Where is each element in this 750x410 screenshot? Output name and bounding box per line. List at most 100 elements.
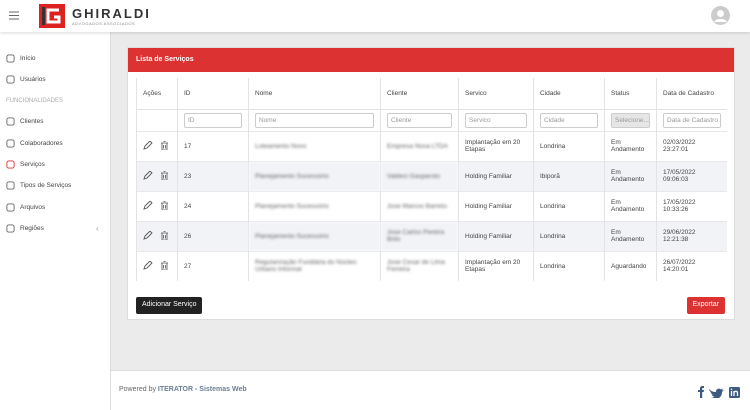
table-cell: Em Andamento — [604, 130, 657, 161]
menu-toggle[interactable] — [9, 11, 19, 20]
export-button[interactable]: Exportar — [686, 297, 725, 314]
edit-icon[interactable] — [143, 199, 153, 210]
table-cell: 24 — [177, 190, 249, 221]
add-service-button[interactable]: Adicionar Serviço — [136, 297, 203, 314]
table-cell: Jose Marcos Barreto — [380, 190, 459, 221]
table-cell: Holding Familiar — [458, 220, 534, 251]
edit-icon[interactable] — [143, 229, 153, 240]
table-cell: Loteamento Novo — [248, 130, 381, 161]
column-header: Servico — [458, 78, 534, 110]
top-bar: GHIRALDI ADVOGADOS ASSOCIADOS — [0, 0, 750, 32]
filter-input[interactable]: Cidade — [540, 112, 598, 128]
table-cell: Implantação em 20 Etapas — [458, 130, 534, 161]
filter-input[interactable]: Servico — [465, 112, 527, 128]
edit-icon[interactable] — [143, 260, 153, 270]
table-cell: Em Andamento — [604, 190, 657, 221]
menu-item[interactable]: Serviços — [6, 159, 45, 171]
filter-cell: Servico — [458, 109, 534, 131]
menu-item[interactable]: Tipos de Serviços — [6, 180, 71, 192]
menu-label: Colaboradores — [20, 139, 63, 147]
logo-subtitle: ADVOGADOS ASSOCIADOS — [72, 21, 136, 26]
menu-item[interactable]: Arquivos — [6, 201, 45, 213]
table-cell: Holding Familiar — [458, 160, 534, 191]
table-cell: 17/05/2022 09:06:03 — [656, 160, 727, 191]
menu-label: Arquivos — [20, 203, 46, 211]
card-title: Lista de Serviços — [128, 48, 734, 72]
table-cell: Jose Cesar de Lima Ferreira — [380, 250, 459, 281]
column-header: ID — [177, 78, 249, 110]
powered-by: Powered by — [119, 386, 156, 393]
social-icons[interactable] — [696, 386, 741, 398]
user-avatar[interactable] — [711, 6, 730, 25]
filter-input[interactable]: ID — [184, 112, 242, 128]
table-row: 23 Planejamento Sucessório Valdeci Gasparo… — [136, 160, 727, 191]
table-row: 26 Planejamento Sucessório Jose Carlos Per… — [136, 220, 727, 251]
services-card: Lista de Serviços Ações ID Nome Cliente Serv… — [127, 47, 735, 320]
table-cell: Londrina — [533, 220, 605, 251]
table-cell: Planejamento Sucessório — [248, 160, 381, 191]
delete-icon[interactable] — [161, 260, 168, 271]
menu-label: Regiões — [20, 224, 44, 232]
table-cell: Em Andamento — [604, 220, 657, 251]
column-header: Ações — [136, 78, 178, 110]
table-cell: Empresa Nova LTDA — [380, 130, 459, 161]
table-cell: 27 — [177, 250, 249, 281]
table-row: 27 Regularização Fundiária do Núcleo Urba… — [136, 250, 727, 281]
logo-text: GHIRALDI — [72, 6, 151, 21]
menu-item[interactable]: Clientes — [6, 116, 43, 128]
table-cell: Valdeci Gasparoto — [380, 160, 459, 191]
delete-icon[interactable] — [161, 170, 168, 180]
row-actions — [136, 190, 178, 221]
row-actions — [136, 160, 178, 191]
row-actions — [136, 220, 178, 251]
edit-icon[interactable] — [143, 169, 153, 180]
table-row: 17 Loteamento Novo Empresa Nova LTDA Implan… — [136, 130, 727, 161]
table-row: 24 Planejamento Sucessório Jose Marcos Bar… — [136, 190, 727, 221]
table-cell: 23 — [177, 160, 249, 191]
brand-link[interactable]: ITERATOR - Sistemas Web — [157, 386, 247, 393]
row-actions — [136, 250, 178, 281]
menu-label: Início — [20, 54, 36, 62]
submenu-chevron[interactable]: ‹ — [96, 223, 99, 233]
section-label: FUNCIONALIDADES — [6, 97, 64, 104]
logo-mark — [39, 4, 65, 28]
filter-input[interactable]: Cliente — [387, 112, 452, 128]
table-cell: Implantação em 20 Etapas — [458, 250, 534, 281]
delete-icon[interactable] — [161, 140, 168, 150]
delete-icon[interactable] — [161, 230, 168, 240]
table-cell: Londrina — [533, 130, 605, 161]
footer: Powered by ITERATOR - Sistemas Web — [111, 370, 750, 410]
menu-item[interactable]: Usuários — [6, 73, 46, 85]
menu-item[interactable]: Colaboradores — [6, 137, 63, 149]
table-cell: Aguardando — [604, 250, 657, 281]
column-header: Cidade — [533, 78, 605, 110]
filter-cell: Selecione... — [604, 109, 657, 131]
table-cell: Regularização Fundiária do Núcleo Urbano… — [248, 250, 381, 281]
table-cell: Planejamento Sucessório — [248, 190, 381, 221]
menu-item[interactable]: Regiões — [6, 222, 44, 234]
edit-icon[interactable] — [143, 139, 153, 150]
table-cell: Ibiporã — [533, 160, 605, 191]
filter-input[interactable]: Selecione... — [611, 112, 650, 128]
table-cell: 29/06/2022 12:21:38 — [656, 220, 727, 251]
menu-label: Clientes — [20, 118, 44, 126]
services-table: Ações ID Nome Cliente Servico Cidade Status Dat… — [136, 78, 727, 281]
table-cell: Londrina — [533, 250, 605, 281]
table-cell: Jose Carlos Pereira Brito — [380, 220, 459, 251]
menu-label: Usuários — [20, 75, 46, 83]
table-cell: 17/05/2022 10:33:26 — [656, 190, 727, 221]
table-cell: 26/07/2022 14:20:01 — [656, 250, 727, 281]
table-cell: Planejamento Sucessório — [248, 220, 381, 251]
filter-input[interactable]: Data de Cadastro — [663, 112, 721, 128]
filter-cell: Cidade — [533, 109, 605, 131]
menu-item[interactable]: Início — [6, 52, 36, 64]
filter-cell: Nome — [248, 109, 381, 131]
menu-label: Tipos de Serviços — [20, 182, 72, 190]
table-cell: Londrina — [533, 190, 605, 221]
filter-cell: ID — [177, 109, 249, 131]
table-cell: 17 — [177, 130, 249, 161]
delete-icon[interactable] — [161, 200, 168, 210]
table-cell: Holding Familiar — [458, 190, 534, 221]
filter-input[interactable]: Nome — [255, 112, 374, 128]
